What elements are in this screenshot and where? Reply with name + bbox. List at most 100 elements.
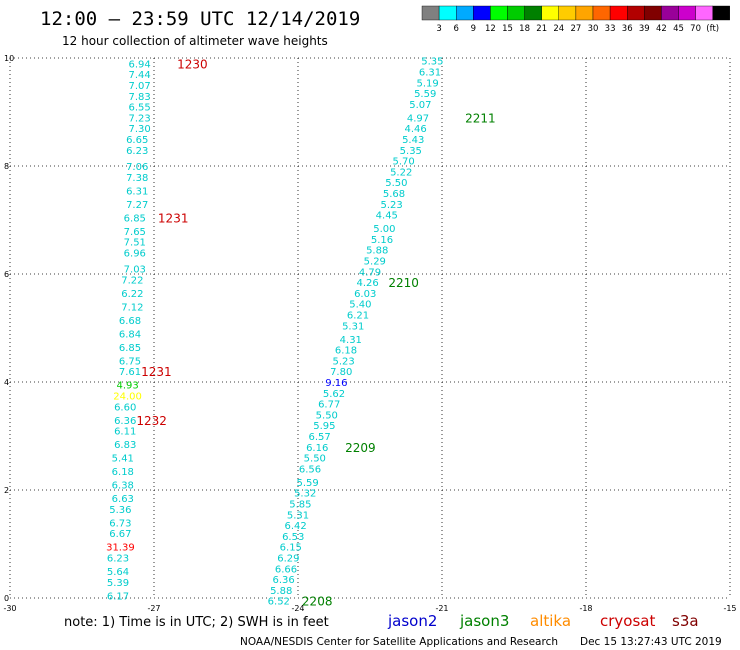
satellite-legend-s3a: s3a: [672, 612, 699, 630]
color-scale-swatch: [421, 5, 440, 21]
swh-value: 6.22: [121, 289, 143, 300]
color-scale-label: 70: [690, 24, 701, 34]
swh-value: 5.29: [364, 257, 386, 268]
swh-value: 6.66: [275, 564, 297, 575]
swh-value: 6.23: [126, 146, 148, 157]
swh-value: 6.31: [126, 186, 148, 197]
swh-value: 7.38: [126, 173, 148, 184]
swh-value: 5.32: [294, 489, 316, 500]
swh-value: 5.35: [400, 146, 422, 157]
swh-value: 6.68: [119, 316, 141, 327]
swh-value: 6.36: [114, 416, 136, 427]
color-scale-swatch: [473, 5, 491, 21]
color-scale-label: 18: [519, 24, 530, 34]
color-scale-label: 15: [502, 24, 513, 34]
x-tick-label: -18: [579, 604, 592, 613]
swh-value: 6.52: [268, 597, 290, 608]
swh-value: 5.40: [349, 300, 371, 311]
swh-value: 5.88: [366, 246, 388, 257]
x-tick-label: -24: [291, 604, 304, 613]
color-scale-label: 30: [588, 24, 599, 34]
chart-title: 12:00 – 23:59 UTC 12/14/2019: [40, 8, 360, 30]
swh-value: 6.15: [280, 543, 302, 554]
swh-value: 7.44: [128, 70, 150, 81]
swh-value: 7.61: [119, 367, 141, 378]
swh-value: 6.21: [347, 311, 369, 322]
swh-value: 6.53: [282, 532, 304, 543]
swh-value: 5.59: [414, 89, 436, 100]
color-scale-swatch: [678, 5, 696, 21]
swh-value: 6.38: [112, 481, 134, 492]
swh-value: 5.59: [296, 478, 318, 489]
swh-value: 7.23: [128, 113, 150, 124]
swh-value: 6.11: [114, 427, 136, 438]
swh-value: 5.23: [332, 356, 354, 367]
pass-time-label: 2209: [345, 441, 376, 455]
swh-value: 6.60: [114, 402, 136, 413]
color-scale-swatch: [644, 5, 662, 21]
footer-timestamp: Dec 15 13:27:43 UTC 2019: [580, 636, 722, 648]
color-scale-label: 36: [622, 24, 633, 34]
y-tick-label: 6: [4, 270, 9, 279]
swh-value: 31.39: [106, 543, 135, 554]
pass-time-label: 2211: [465, 111, 496, 125]
swh-value: 6.67: [109, 529, 131, 540]
swh-value: 6.85: [124, 213, 146, 224]
swh-value: 5.19: [416, 78, 438, 89]
swh-value: 7.03: [124, 265, 146, 276]
color-scale-swatch: [661, 5, 679, 21]
color-scale-label: 24: [553, 24, 564, 34]
swh-value: 6.42: [284, 521, 306, 532]
swh-value: 5.31: [342, 321, 364, 332]
swh-value: 5.50: [316, 410, 338, 421]
pass-time-label: 1230: [177, 57, 208, 71]
swh-value: 5.39: [107, 578, 129, 589]
swh-value: 6.55: [128, 103, 150, 114]
x-tick-label: -30: [3, 604, 16, 613]
y-tick-label: 10: [4, 54, 14, 63]
color-scale-swatch: [627, 5, 645, 21]
color-scale-swatch: [558, 5, 577, 21]
swh-value: 6.94: [128, 59, 150, 70]
x-tick-label: -21: [435, 604, 448, 613]
swh-value: 6.57: [308, 432, 330, 443]
swh-value: 4.79: [359, 267, 381, 278]
satellite-legend: jason2 jason3 altika cryosat s3a: [387, 612, 699, 630]
color-scale-label: 45: [673, 24, 684, 34]
swh-value: 6.83: [114, 440, 136, 451]
color-scale-swatch: [592, 5, 611, 21]
color-scale-label: (ft): [706, 24, 719, 34]
color-scale-label: 42: [656, 24, 667, 34]
swh-value: 5.16: [371, 235, 393, 246]
swh-value: 6.85: [119, 343, 141, 354]
y-tick-label: 2: [4, 486, 9, 495]
color-scale-swatch: [575, 5, 594, 21]
satellite-legend-jason2: jason2: [387, 612, 437, 630]
swh-value: 5.85: [289, 500, 311, 511]
swh-value: 6.17: [107, 591, 129, 602]
swh-value: 5.35: [421, 57, 443, 68]
swh-value: 7.22: [121, 275, 143, 286]
swh-value: 6.75: [119, 356, 141, 367]
swh-value: 7.83: [128, 92, 150, 103]
color-scale-swatch: [507, 5, 525, 21]
pass-time-label: 1231: [158, 211, 189, 225]
swh-value: 6.65: [126, 135, 148, 146]
swh-value: 6.03: [354, 289, 376, 300]
swh-value: 5.41: [112, 454, 134, 465]
swh-value: 7.65: [124, 227, 146, 238]
color-scale-swatch: [712, 5, 731, 21]
swh-value: 6.18: [112, 467, 134, 478]
swh-value: 24.00: [113, 392, 142, 403]
swh-value: 5.88: [270, 586, 292, 597]
color-scale-label: 3: [436, 24, 441, 34]
swh-value: 4.31: [340, 335, 362, 346]
color-scale-label: 9: [471, 24, 476, 34]
swh-value: 6.36: [272, 575, 294, 586]
color-scale-legend: 3 6 9 12 15 18 21 24 27 30 33 36 39 42 45 70 (ft): [421, 5, 731, 34]
pass-time-label: 1231: [141, 365, 172, 379]
color-scale-swatch: [438, 5, 457, 21]
swh-value: 6.77: [318, 400, 340, 411]
pass-time-label: 2210: [388, 276, 419, 290]
swh-value: 6.84: [119, 329, 141, 340]
